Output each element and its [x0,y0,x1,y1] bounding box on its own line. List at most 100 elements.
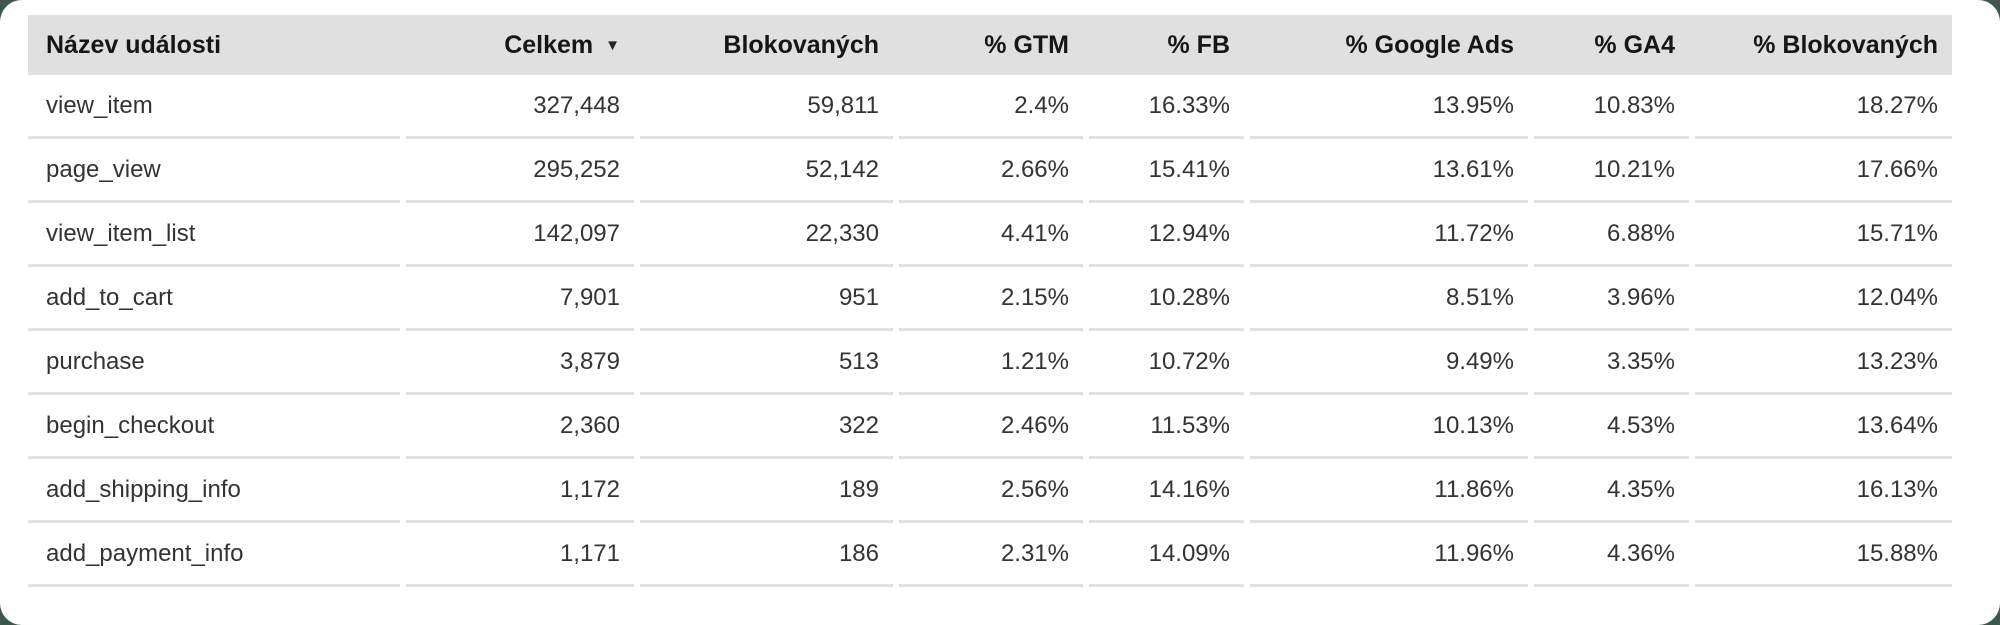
column-header-fb[interactable]: % FB [1089,15,1244,75]
cell-blocked-pct: 15.88% [1695,523,1952,587]
table-row: page_view 295,252 52,142 2.66% 15.41% 13… [28,139,1952,203]
cell-fb: 10.28% [1089,267,1244,331]
cell-value: 2.66% [1000,155,1069,183]
cell-blocked: 59,811 [640,75,893,139]
cell-value: 12.94% [1148,219,1230,247]
cell-fb: 12.94% [1089,203,1244,267]
cell-google-ads: 11.72% [1250,203,1528,267]
cell-ga4: 10.83% [1534,75,1689,139]
table-row: begin_checkout 2,360 322 2.46% 11.53% 10… [28,395,1952,459]
column-header-total[interactable]: Celkem ▼ [406,15,634,75]
cell-fb: 14.16% [1089,459,1244,523]
cell-gtm: 2.66% [899,139,1083,203]
cell-value: 13.95% [1432,91,1514,119]
cell-total: 1,172 [406,459,634,523]
cell-gtm: 4.41% [899,203,1083,267]
cell-ga4: 3.96% [1534,267,1689,331]
cell-value: 4.35% [1606,475,1675,503]
cell-total: 7,901 [406,267,634,331]
cell-total: 2,360 [406,395,634,459]
cell-value: 13.23% [1856,347,1938,375]
cell-value: add_to_cart [46,283,173,311]
cell-value: 4.36% [1606,539,1675,567]
cell-value: 10.83% [1593,91,1675,119]
cell-fb: 10.72% [1089,331,1244,395]
column-header-gtm[interactable]: % GTM [899,15,1083,75]
cell-ga4: 3.35% [1534,331,1689,395]
cell-value: 2.46% [1000,411,1069,439]
cell-value: 22,330 [805,219,879,247]
column-header-blocked[interactable]: Blokovaných [640,15,893,75]
cell-value: 513 [838,347,879,375]
cell-blocked-pct: 15.71% [1695,203,1952,267]
cell-blocked-pct: 16.13% [1695,459,1952,523]
column-header-event-name[interactable]: Název události [28,15,400,75]
cell-value: begin_checkout [46,411,215,439]
cell-total: 3,879 [406,331,634,395]
table-row: add_payment_info 1,171 186 2.31% 14.09% … [28,523,1952,587]
cell-value: 14.16% [1148,475,1230,503]
cell-gtm: 1.21% [899,331,1083,395]
cell-value: 327,448 [533,91,620,119]
table-header-row: Název události Celkem ▼ Blokovaných % GT… [28,15,1952,75]
cell-value: 13.61% [1432,155,1514,183]
cell-value: 9.49% [1445,347,1514,375]
cell-event-name: begin_checkout [28,395,400,459]
column-header-ga4[interactable]: % GA4 [1534,15,1689,75]
cell-value: 10.13% [1432,411,1514,439]
cell-event-name: add_to_cart [28,267,400,331]
cell-value: 2,360 [559,411,620,439]
table-row: add_to_cart 7,901 951 2.15% 10.28% 8.51%… [28,267,1952,331]
cell-google-ads: 10.13% [1250,395,1528,459]
cell-event-name: add_payment_info [28,523,400,587]
column-header-label: Název události [46,30,222,59]
cell-value: 15.71% [1856,219,1938,247]
sort-desc-icon[interactable]: ▼ [605,36,620,54]
cell-blocked: 189 [640,459,893,523]
cell-value: 15.88% [1856,539,1938,567]
cell-value: 295,252 [533,155,620,183]
cell-value: 52,142 [805,155,879,183]
cell-value: 186 [838,539,879,567]
cell-value: view_item [46,91,153,119]
cell-blocked: 322 [640,395,893,459]
cell-gtm: 2.46% [899,395,1083,459]
cell-blocked: 22,330 [640,203,893,267]
cell-ga4: 4.36% [1534,523,1689,587]
cell-blocked-pct: 13.64% [1695,395,1952,459]
cell-ga4: 4.53% [1534,395,1689,459]
cell-total: 295,252 [406,139,634,203]
cell-gtm: 2.31% [899,523,1083,587]
cell-value: add_payment_info [46,539,244,567]
cell-blocked-pct: 18.27% [1695,75,1952,139]
cell-value: 2.31% [1000,539,1069,567]
cell-event-name: add_shipping_info [28,459,400,523]
cell-value: 6.88% [1606,219,1675,247]
column-header-google-ads[interactable]: % Google Ads [1250,15,1528,75]
cell-value: view_item_list [46,219,196,247]
cell-value: 142,097 [533,219,620,247]
cell-google-ads: 11.86% [1250,459,1528,523]
cell-event-name: purchase [28,331,400,395]
cell-blocked: 951 [640,267,893,331]
cell-value: 1,171 [559,539,620,567]
cell-total: 327,448 [406,75,634,139]
cell-value: 16.13% [1856,475,1938,503]
cell-value: 18.27% [1856,91,1938,119]
cell-value: 1.21% [1000,347,1069,375]
cell-value: 4.53% [1606,411,1675,439]
cell-value: 59,811 [807,91,879,119]
cell-value: purchase [46,347,145,375]
cell-value: 11.72% [1434,219,1514,247]
cell-blocked-pct: 13.23% [1695,331,1952,395]
table-body: view_item 327,448 59,811 2.4% 16.33% 13.… [28,75,1952,587]
cell-blocked-pct: 12.04% [1695,267,1952,331]
column-header-blocked-pct[interactable]: % Blokovaných [1695,15,1952,75]
cell-value: 10.72% [1148,347,1230,375]
cell-value: 14.09% [1148,539,1230,567]
column-header-label: % Google Ads [1345,30,1514,59]
cell-total: 1,171 [406,523,634,587]
cell-ga4: 6.88% [1534,203,1689,267]
cell-value: 4.41% [1000,219,1069,247]
table-row: purchase 3,879 513 1.21% 10.72% 9.49% 3.… [28,331,1952,395]
